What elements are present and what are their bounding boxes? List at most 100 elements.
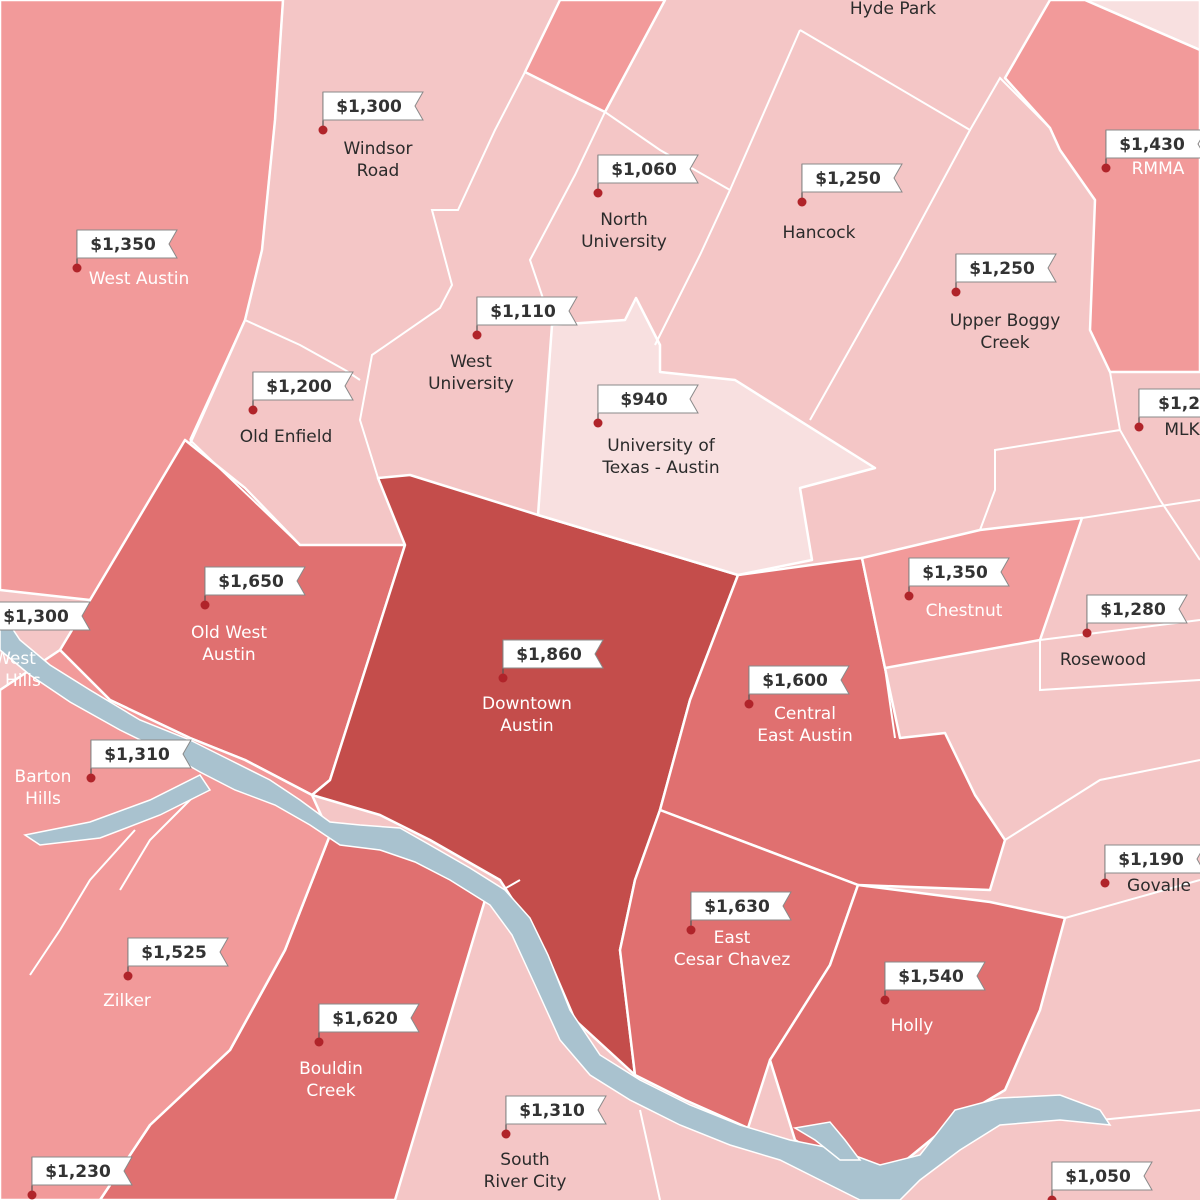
map-pin-icon[interactable] bbox=[1082, 628, 1092, 638]
rent-value: $1,060 bbox=[611, 160, 677, 180]
neighborhood-name: West bbox=[450, 352, 492, 372]
neighborhood-name: Rosewood bbox=[1060, 650, 1146, 670]
area-old-enfield[interactable]: $1,200 Old Enfield bbox=[240, 371, 354, 447]
rent-value: $1,250 bbox=[969, 259, 1035, 279]
rent-flag bbox=[908, 557, 1010, 587]
neighborhood-name: East bbox=[714, 928, 751, 948]
map-pin-icon[interactable] bbox=[880, 995, 890, 1005]
map-pin-icon[interactable] bbox=[72, 263, 82, 273]
rent-flag bbox=[127, 937, 229, 967]
map-pin-icon[interactable] bbox=[472, 330, 482, 340]
rent-flag bbox=[955, 253, 1057, 283]
area-west-austin[interactable]: $1,350 West Austin bbox=[72, 229, 190, 289]
map-pin-icon[interactable] bbox=[744, 699, 754, 709]
rent-value: $1,300 bbox=[3, 607, 69, 627]
rent-flag bbox=[1104, 844, 1200, 874]
area-hancock[interactable]: $1,250 Hancock bbox=[783, 163, 903, 243]
map-pin-icon[interactable] bbox=[593, 418, 603, 428]
map-pin-icon[interactable] bbox=[123, 971, 133, 981]
map-pin-icon[interactable] bbox=[318, 125, 328, 135]
map-pin-icon[interactable] bbox=[248, 405, 258, 415]
rent-flag bbox=[252, 371, 354, 401]
area-south-east-edge[interactable]: $1,050 bbox=[1047, 1161, 1153, 1200]
rent-flag bbox=[748, 665, 850, 695]
map-pin-icon[interactable] bbox=[1134, 422, 1144, 432]
neighborhood-name: Upper Boggy bbox=[950, 311, 1061, 331]
rent-flag bbox=[90, 739, 192, 769]
neighborhood-name: West Austin bbox=[89, 269, 190, 289]
region-holly[interactable] bbox=[768, 883, 1067, 1177]
map-pin-icon[interactable] bbox=[593, 188, 603, 198]
map-pin-icon[interactable] bbox=[797, 197, 807, 207]
map-pin-icon[interactable] bbox=[200, 600, 210, 610]
map-pin-icon[interactable] bbox=[314, 1037, 324, 1047]
area-south-west-edge[interactable]: $1,230 bbox=[27, 1156, 133, 1200]
neighborhood-name: Hyde Park bbox=[850, 0, 936, 19]
area-holly[interactable]: $1,540 Holly bbox=[880, 961, 986, 1036]
rent-flag bbox=[690, 891, 792, 921]
rent-flag bbox=[1051, 1161, 1153, 1191]
map-pin-icon[interactable] bbox=[1101, 163, 1111, 173]
region-ut-austin[interactable] bbox=[536, 296, 877, 577]
rent-flag bbox=[502, 639, 604, 669]
inlet bbox=[792, 1121, 862, 1161]
area-zilker[interactable]: $1,525 Zilker bbox=[103, 937, 229, 1011]
neighborhood-name: Creek bbox=[306, 1081, 355, 1101]
region-rmma[interactable] bbox=[1003, 0, 1200, 374]
rent-flag bbox=[1105, 129, 1200, 159]
area-west-lake-hills[interactable]: $1,300 Weste Hills bbox=[0, 601, 91, 691]
rent-value: $1,050 bbox=[1065, 1167, 1131, 1187]
rent-flag bbox=[476, 296, 578, 326]
rent-value: $1,110 bbox=[490, 302, 556, 322]
area-govalle[interactable]: $1,190 Govalle bbox=[1100, 844, 1200, 896]
rent-value: $1,280 bbox=[1100, 600, 1166, 620]
map-pin-icon[interactable] bbox=[27, 1190, 37, 1200]
neighborhood-name: e Hills bbox=[0, 671, 41, 691]
map-pin-icon[interactable] bbox=[498, 673, 508, 683]
neighborhood-name: University bbox=[428, 374, 514, 394]
rent-flag bbox=[597, 154, 699, 184]
area-chestnut[interactable]: $1,350 Chestnut bbox=[904, 557, 1010, 621]
neighborhood-name: Old West bbox=[191, 623, 267, 643]
rent-flag bbox=[1138, 388, 1200, 418]
area-rmma[interactable]: $1,430 RMMA bbox=[1101, 129, 1200, 179]
neighborhood-name: West bbox=[0, 649, 36, 669]
map-pin-icon[interactable] bbox=[1100, 878, 1110, 888]
neighborhood-name: Texas - Austin bbox=[601, 458, 719, 478]
boundary-lines bbox=[29, 0, 1200, 1200]
map-pin-icon[interactable] bbox=[86, 773, 96, 783]
map-pin-icon[interactable] bbox=[686, 925, 696, 935]
barton-creek bbox=[23, 774, 212, 846]
region-chestnut[interactable] bbox=[860, 516, 1084, 670]
neighborhood-name: Cesar Chavez bbox=[674, 950, 791, 970]
rent-flag bbox=[884, 961, 986, 991]
area-mlk[interactable]: $1,26 MLK bbox=[1134, 388, 1200, 440]
map-pin-icon[interactable] bbox=[1047, 1195, 1057, 1200]
neighborhood-name: Govalle bbox=[1127, 876, 1191, 896]
neighborhood-name: Hills bbox=[25, 789, 61, 809]
area-hyde-park[interactable]: Hyde Park bbox=[850, 0, 936, 19]
rent-value: $1,26 bbox=[1158, 394, 1200, 414]
map-pin-icon[interactable] bbox=[951, 287, 961, 297]
map-pin-icon[interactable] bbox=[501, 1129, 511, 1139]
neighborhood-name: Downtown bbox=[482, 694, 572, 714]
colorado-river bbox=[0, 608, 1112, 1200]
rent-flag bbox=[318, 1003, 420, 1033]
rent-flag bbox=[1086, 594, 1188, 624]
area-rosewood[interactable]: $1,280 Rosewood bbox=[1060, 594, 1188, 670]
map-pin-icon[interactable] bbox=[904, 591, 914, 601]
neighborhood-name: River City bbox=[484, 1172, 567, 1192]
